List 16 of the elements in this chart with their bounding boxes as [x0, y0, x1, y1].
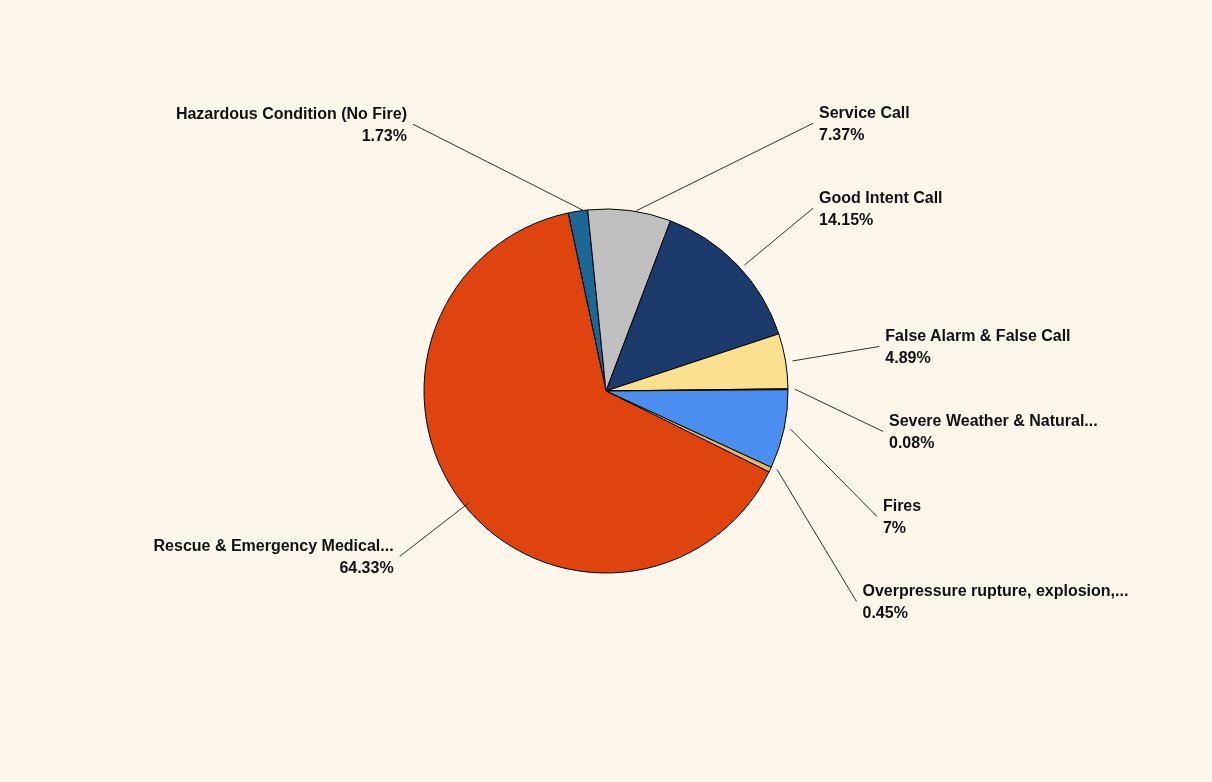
data-label: 1.73%	[361, 127, 407, 145]
data-label: 7%	[882, 519, 907, 537]
slice-label: Rescue & Emergency Medical...	[153, 537, 394, 555]
slice-label: Good Intent Call	[819, 189, 943, 207]
slice-label: Hazardous Condition (No Fire)	[175, 105, 407, 123]
slice-label: Fires	[882, 497, 922, 515]
data-label: 14.15%	[819, 211, 874, 229]
slice-label: Severe Weather & Natural...	[888, 412, 1098, 430]
data-label: 0.45%	[862, 604, 908, 622]
slice-label: Service Call	[819, 104, 910, 122]
slice-label: Overpressure rupture, explosion,...	[862, 582, 1129, 600]
data-label: 4.89%	[885, 349, 931, 367]
data-label: 7.37%	[819, 126, 865, 144]
data-label: 64.33%	[339, 559, 394, 577]
data-label: 0.08%	[888, 434, 935, 452]
slice-label: False Alarm & False Call	[885, 327, 1071, 345]
